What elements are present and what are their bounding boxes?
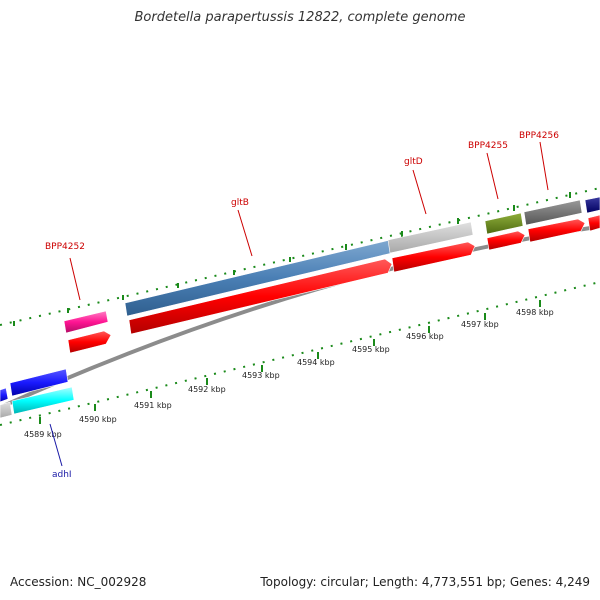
scale-label: 4595 kbp bbox=[352, 345, 390, 354]
gene-label-gltb: gltB bbox=[231, 198, 249, 208]
gene-next-box[interactable] bbox=[584, 196, 600, 214]
gene-label-adhi: adhI bbox=[52, 470, 72, 480]
gene-label-bpp4252: BPP4252 bbox=[45, 242, 85, 252]
scale-label: 4591 kbp bbox=[134, 401, 172, 410]
gene-bpp4252-box[interactable] bbox=[63, 310, 109, 334]
scale-label: 4594 kbp bbox=[297, 358, 335, 367]
gene-lower-blue[interactable] bbox=[9, 368, 69, 397]
scale-label: 4598 kbp bbox=[516, 308, 554, 317]
adhi-leader bbox=[49, 423, 63, 467]
scale-label: 4593 kbp bbox=[242, 371, 280, 380]
genome-summary-text: Topology: circular; Length: 4,773,551 bp… bbox=[260, 575, 590, 589]
scale-label: 4592 kbp bbox=[188, 385, 226, 394]
map-title: Bordetella parapertussis 12822, complete… bbox=[134, 10, 466, 25]
upper-tick-row bbox=[0, 187, 600, 326]
gene-adhi-box[interactable] bbox=[11, 386, 75, 415]
gene-next-arrow[interactable] bbox=[587, 214, 600, 232]
gene-gltd-arrow[interactable] bbox=[391, 241, 476, 273]
gene-gltb-arrow[interactable] bbox=[128, 258, 393, 335]
gene-label-gltd: gltD bbox=[404, 157, 423, 167]
scale-label: 4597 kbp bbox=[461, 320, 499, 329]
gene-lower-blue-small[interactable] bbox=[0, 387, 9, 403]
gene-bpp4255-box[interactable] bbox=[484, 212, 524, 235]
gene-gltb-box[interactable] bbox=[124, 239, 393, 317]
gene-label-bpp4256: BPP4256 bbox=[519, 131, 559, 141]
upper-major-ticks bbox=[13, 192, 571, 326]
gene-lower-gray[interactable] bbox=[0, 401, 13, 419]
scale-label: 4596 kbp bbox=[406, 332, 444, 341]
accession-text: Accession: NC_002928 bbox=[10, 575, 147, 589]
lower-tick-row bbox=[0, 281, 600, 426]
gene-label-bpp4255: BPP4255 bbox=[468, 141, 508, 151]
label-leaders bbox=[69, 141, 549, 301]
lower-major-ticks bbox=[39, 300, 541, 424]
gene-gltd-box[interactable] bbox=[387, 221, 474, 254]
gene-bpp4255-arrow[interactable] bbox=[486, 230, 526, 251]
scale-label: 4590 kbp bbox=[79, 415, 117, 424]
gene-bpp4256-arrow[interactable] bbox=[527, 218, 586, 243]
scale-label: 4589 kbp bbox=[24, 430, 62, 439]
scale-labels: 4589 kbp 4590 kbp 4591 kbp 4592 kbp 4593… bbox=[24, 308, 554, 439]
gene-bpp4256-box[interactable] bbox=[523, 199, 583, 226]
gene-bpp4252-arrow[interactable] bbox=[67, 330, 112, 354]
